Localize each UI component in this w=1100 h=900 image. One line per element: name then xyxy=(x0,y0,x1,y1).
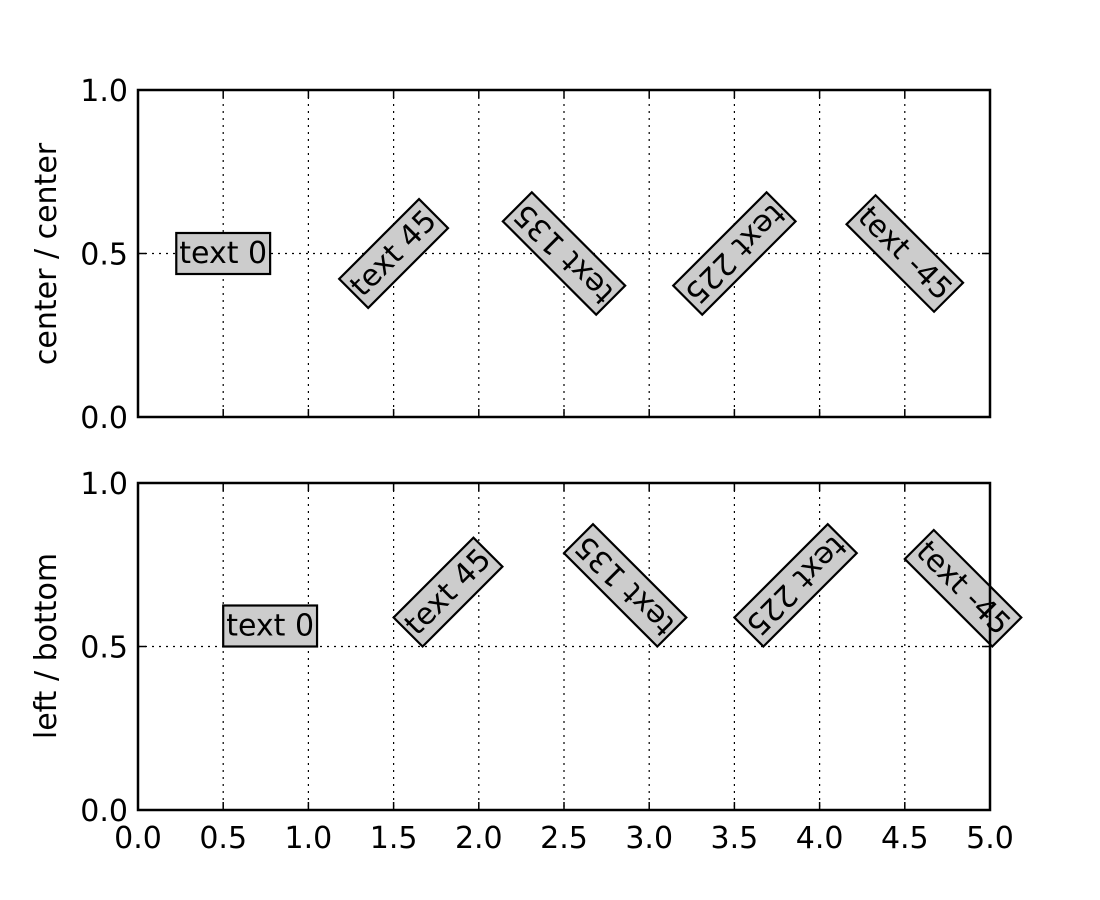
x-tick-label: 0.0 xyxy=(114,821,162,856)
annotation-box xyxy=(903,528,1023,649)
top-ylabel: center / center xyxy=(29,142,64,365)
y-tick-label: 0.0 xyxy=(80,401,128,436)
y-tick-label: 1.0 xyxy=(80,74,128,109)
annotation-box xyxy=(501,190,627,317)
annotation-box xyxy=(844,193,965,314)
x-tick-label: 2.5 xyxy=(540,821,588,856)
top-gridlines xyxy=(138,90,990,417)
annotation-text: text 0 xyxy=(179,236,267,271)
x-tick-label: 3.5 xyxy=(711,821,759,856)
x-tick-label: 4.5 xyxy=(881,821,929,856)
x-tick-label: 1.5 xyxy=(370,821,418,856)
top-ticks: 0.0 0.5 1.0 xyxy=(80,74,991,436)
annotation-box xyxy=(392,536,504,649)
x-tick-label: 5.0 xyxy=(966,821,1014,856)
annotation-box xyxy=(222,604,319,648)
annotation-box xyxy=(562,522,688,649)
x-tick-label: 3.0 xyxy=(625,821,673,856)
annotation-box xyxy=(732,522,859,649)
annotation-box xyxy=(671,190,798,317)
x-tick-label: 4.0 xyxy=(796,821,844,856)
bottom-ticks: 0.0 0.5 1.0 1.5 2.0 2.5 3.0 3.5 4.0 4.5 5.0 0.0 0.5 1… xyxy=(80,467,1014,856)
text-annotation: text 0 xyxy=(175,231,272,276)
text-annotation: text 0 xyxy=(222,604,319,648)
bottom-ylabel: left / bottom xyxy=(29,553,64,739)
y-tick-label: 1.0 xyxy=(80,467,128,502)
y-tick-label: 0.0 xyxy=(80,794,128,829)
x-tick-label: 2.0 xyxy=(455,821,503,856)
x-tick-label: 0.5 xyxy=(199,821,247,856)
annotation-box xyxy=(175,231,272,276)
y-tick-label: 0.5 xyxy=(80,631,128,666)
bottom-axes-frame xyxy=(136,481,992,812)
annotation-text: text 0 xyxy=(226,609,314,644)
annotation-box xyxy=(337,197,450,310)
top-axes-frame xyxy=(136,88,992,419)
y-tick-label: 0.5 xyxy=(80,238,128,273)
x-tick-label: 1.0 xyxy=(285,821,333,856)
